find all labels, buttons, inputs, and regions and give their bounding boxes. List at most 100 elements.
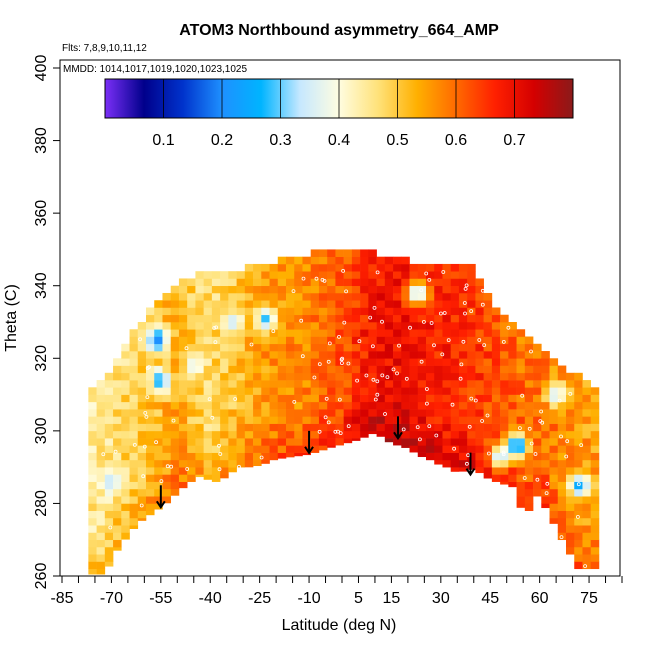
heatmap-cell xyxy=(211,314,221,323)
heatmap-cell xyxy=(162,488,172,497)
heatmap-cell xyxy=(129,365,139,374)
observation-point xyxy=(401,427,406,432)
heatmap-cell xyxy=(104,459,114,468)
heatmap-cell xyxy=(253,459,262,467)
heatmap-cell xyxy=(277,430,287,439)
heatmap-cell xyxy=(269,300,279,308)
heatmap-cell xyxy=(220,430,229,439)
heatmap-cell xyxy=(393,271,402,279)
heatmap-cell xyxy=(277,438,287,446)
heatmap-cell xyxy=(121,394,130,403)
heatmap-cell xyxy=(96,401,106,410)
heatmap-cell xyxy=(244,278,254,287)
heatmap-cell xyxy=(96,554,106,562)
heatmap-cell xyxy=(549,488,559,497)
heatmap-cell xyxy=(162,409,172,417)
observation-point xyxy=(545,481,550,486)
heatmap-cell xyxy=(384,438,394,443)
heatmap-cell xyxy=(566,438,575,446)
heatmap-cell xyxy=(516,452,526,461)
heatmap-cell xyxy=(458,380,468,388)
heatmap-cell xyxy=(261,380,270,388)
heatmap-cell xyxy=(178,438,188,446)
heatmap-cell xyxy=(434,416,443,424)
heatmap-cell xyxy=(104,467,114,475)
heatmap-cell xyxy=(104,496,114,504)
heatmap-cell xyxy=(524,387,534,395)
heatmap-cell xyxy=(426,394,435,403)
heatmap-cell xyxy=(162,314,172,323)
heatmap-cell xyxy=(549,467,559,475)
heatmap-cell xyxy=(343,271,353,279)
heatmap-cell xyxy=(458,430,468,439)
heatmap-cell xyxy=(310,292,320,301)
heatmap-cell xyxy=(384,409,394,417)
heatmap-cell xyxy=(113,510,122,519)
heatmap-cell xyxy=(244,445,254,453)
heatmap-cell xyxy=(113,430,122,439)
heatmap-cell xyxy=(277,263,287,272)
heatmap-cell xyxy=(269,380,279,388)
heatmap-cell xyxy=(318,423,328,432)
heatmap-cell xyxy=(483,423,493,432)
heatmap-cell xyxy=(154,380,163,388)
heatmap-cell xyxy=(277,285,287,294)
heatmap-cell xyxy=(277,329,287,337)
heatmap-cell xyxy=(277,343,287,352)
observation-point xyxy=(442,311,447,315)
heatmap-cell xyxy=(582,503,592,511)
heatmap-cell xyxy=(203,387,213,395)
heatmap-cell xyxy=(244,351,254,359)
heatmap-cell xyxy=(327,278,336,287)
heatmap-cell xyxy=(360,343,369,352)
heatmap-cell xyxy=(434,380,443,388)
heatmap-cell xyxy=(154,459,163,468)
heatmap-cell xyxy=(104,525,114,533)
heatmap-cell xyxy=(195,430,204,439)
heatmap-cell xyxy=(376,263,386,272)
heatmap-cell xyxy=(442,430,452,439)
heatmap-cell xyxy=(360,416,369,424)
heatmap-cell xyxy=(327,300,336,308)
heatmap-cell xyxy=(590,474,600,482)
heatmap-cell xyxy=(104,561,114,567)
heatmap-cell xyxy=(146,467,155,475)
heatmap-cell xyxy=(368,358,377,366)
heatmap-cell xyxy=(335,409,344,417)
heatmap-cell xyxy=(467,430,476,439)
heatmap-cell xyxy=(104,394,114,403)
heatmap-cell xyxy=(113,445,122,453)
heatmap-cell xyxy=(294,336,303,345)
heatmap-cell xyxy=(508,336,517,345)
heatmap-cell xyxy=(368,292,377,301)
heatmap-cell xyxy=(129,496,139,504)
y-tick-label: 280 xyxy=(33,490,50,517)
heatmap-cell xyxy=(557,416,567,424)
observation-point xyxy=(415,425,420,430)
heatmap-cell xyxy=(261,416,270,424)
heatmap-cell xyxy=(508,481,517,488)
heatmap-cell xyxy=(294,409,303,417)
heatmap-cell xyxy=(566,546,575,555)
heatmap-cell xyxy=(170,409,180,417)
heatmap-cell xyxy=(508,467,517,475)
heatmap-cell xyxy=(360,423,369,432)
heatmap-cell xyxy=(277,278,287,287)
heatmap-cell xyxy=(294,307,303,316)
observation-point xyxy=(301,276,306,281)
heatmap-cell xyxy=(302,314,312,323)
heatmap-cell xyxy=(442,459,452,468)
heatmap-cell xyxy=(162,459,172,468)
heatmap-cell xyxy=(211,409,221,417)
heatmap-cell xyxy=(335,423,344,432)
heatmap-cell xyxy=(113,532,122,541)
heatmap-cell xyxy=(467,278,476,287)
heatmap-cell xyxy=(384,263,394,272)
heatmap-cell xyxy=(261,343,270,352)
heatmap-cell xyxy=(351,423,361,432)
heatmap-cell xyxy=(508,372,517,381)
colorbar-tick-label: 0.1 xyxy=(152,132,174,149)
colorbar-dividers xyxy=(163,79,515,118)
heatmap-cell xyxy=(244,314,254,323)
observation-point xyxy=(568,391,573,396)
